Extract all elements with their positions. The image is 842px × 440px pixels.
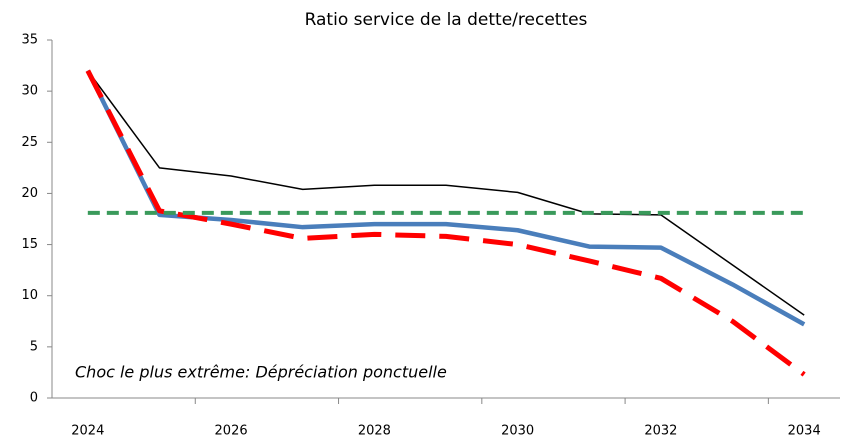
y-tick-label: 30 — [21, 84, 38, 99]
series-line — [87, 70, 805, 316]
series-line — [85, 69, 806, 327]
chart-title: Ratio service de la dette/recettes — [305, 10, 588, 30]
x-tick-label: 2026 — [215, 424, 248, 439]
x-tick-label: 2024 — [71, 424, 104, 439]
y-tick-label: 15 — [21, 237, 38, 252]
y-tick-label: 35 — [21, 33, 38, 48]
y-tick-label: 25 — [21, 135, 38, 150]
y-tick-label: 5 — [30, 339, 38, 354]
series-line — [85, 69, 806, 377]
y-tick-label: 10 — [21, 288, 38, 303]
x-tick-label: 2032 — [644, 424, 677, 439]
x-tick-label: 2034 — [788, 424, 821, 439]
y-tick-label: 20 — [21, 186, 38, 201]
x-tick-label: 2028 — [358, 424, 391, 439]
x-tick-label: 2030 — [501, 424, 534, 439]
annotation: Choc le plus extrême: Dépréciation ponct… — [75, 363, 447, 382]
y-tick-label: 0 — [30, 391, 38, 406]
